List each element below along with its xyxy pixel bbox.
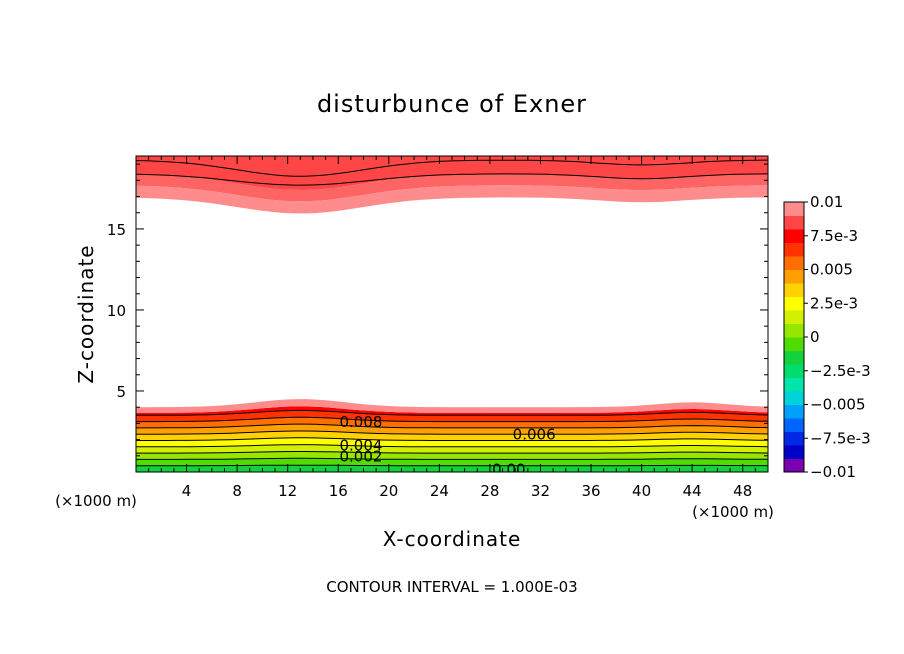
contour-band [136, 417, 768, 428]
colorbar-segment [784, 337, 804, 351]
colorbar-tick-label: 7.5e-3 [810, 227, 858, 245]
contour-label: 0.00 [492, 461, 525, 479]
contour-band [136, 424, 768, 435]
colorbar-segment [784, 418, 804, 432]
contour-band [136, 410, 768, 422]
contour-line [136, 437, 768, 441]
contour-line [136, 457, 768, 460]
colorbar-segment [784, 202, 804, 216]
contour-line [136, 159, 768, 177]
contour-line [136, 444, 768, 448]
contour-line [136, 416, 768, 423]
colorbar-tick-label: 2.5e-3 [810, 294, 858, 312]
contour-line [136, 451, 768, 454]
contour-line [136, 430, 768, 435]
colorbar: 0.01 7.5e-3 0.005 2.5e-3 0 −2.5e-3 −0.005 −7.5e… [783, 193, 871, 481]
contour-interval-note: CONTOUR INTERVAL = 1.000E-03 [326, 578, 577, 596]
x-unit-right: (×1000 m) [692, 503, 774, 521]
contour-line [136, 173, 768, 186]
x-axis: 4 8 12 16 20 24 28 32 36 40 44 48 [148, 156, 756, 500]
contour-line [136, 464, 768, 467]
colorbar-segment [784, 323, 804, 338]
colorbar-segment [784, 269, 804, 284]
x-tick-label: 40 [632, 482, 651, 500]
colorbar-segment [784, 229, 804, 243]
x-tick-label: 32 [531, 482, 550, 500]
x-unit-left: (×1000 m) [55, 492, 137, 510]
x-tick-label: 4 [182, 482, 192, 500]
contour-band [136, 173, 768, 202]
x-tick-label: 24 [430, 482, 449, 500]
x-tick-label: 8 [232, 482, 242, 500]
colorbar-segment [784, 310, 804, 324]
y-tick-label: 5 [116, 383, 126, 401]
x-tick-label: 12 [278, 482, 297, 500]
x-tick-label: 48 [733, 482, 752, 500]
colorbar-segment [784, 404, 804, 419]
x-tick-label: 20 [379, 482, 398, 500]
contour-band [136, 399, 768, 413]
chart-title: disturbunce of Exner [317, 90, 587, 118]
contour-band [136, 156, 768, 190]
colorbar-segment [784, 242, 804, 257]
contour-band [136, 458, 768, 466]
colorbar-segment [784, 377, 804, 392]
y-tick-label: 15 [107, 221, 126, 239]
x-tick-label: 44 [683, 482, 702, 500]
colorbar-tick-label: 0.005 [810, 261, 853, 279]
colorbar-tick-label: −2.5e-3 [810, 362, 871, 380]
colorbar-segment [784, 458, 804, 473]
contour-label: 0.002 [340, 448, 383, 466]
colorbar-segment [784, 364, 804, 378]
contour-line [136, 409, 768, 416]
y-axis: 5 10 15 [107, 163, 768, 457]
colorbar-segment [784, 215, 804, 230]
colorbar-tick-label: −0.005 [810, 396, 866, 414]
contour-band [136, 431, 768, 441]
contour-band [136, 185, 768, 214]
colorbar-segment [784, 445, 804, 459]
colorbar-tick-label: −7.5e-3 [810, 429, 871, 447]
colorbar-segment [784, 431, 804, 446]
contour-label: 0.008 [340, 413, 383, 431]
colorbar-segment [784, 283, 804, 297]
colorbar-tick-label: 0.01 [810, 193, 843, 211]
colorbar-tick-label: 0 [810, 328, 820, 346]
x-tick-label: 16 [329, 482, 348, 500]
colorbar-segment [784, 391, 804, 405]
contour-band [136, 406, 768, 416]
contour-label: 0.006 [513, 426, 556, 444]
colorbar-segment [784, 350, 804, 365]
colorbar-segment [784, 296, 804, 311]
x-tick-label: 28 [480, 482, 499, 500]
colorbar-tick-label: −0.01 [810, 463, 856, 481]
x-tick-label: 36 [581, 482, 600, 500]
colorbar-segment [784, 256, 804, 270]
y-tick-label: 10 [107, 302, 126, 320]
y-axis-label: Z-coordinate [74, 244, 98, 383]
contour-label: 0.004 [340, 436, 383, 454]
contour-line [136, 423, 768, 429]
x-axis-label: X-coordinate [383, 527, 522, 551]
